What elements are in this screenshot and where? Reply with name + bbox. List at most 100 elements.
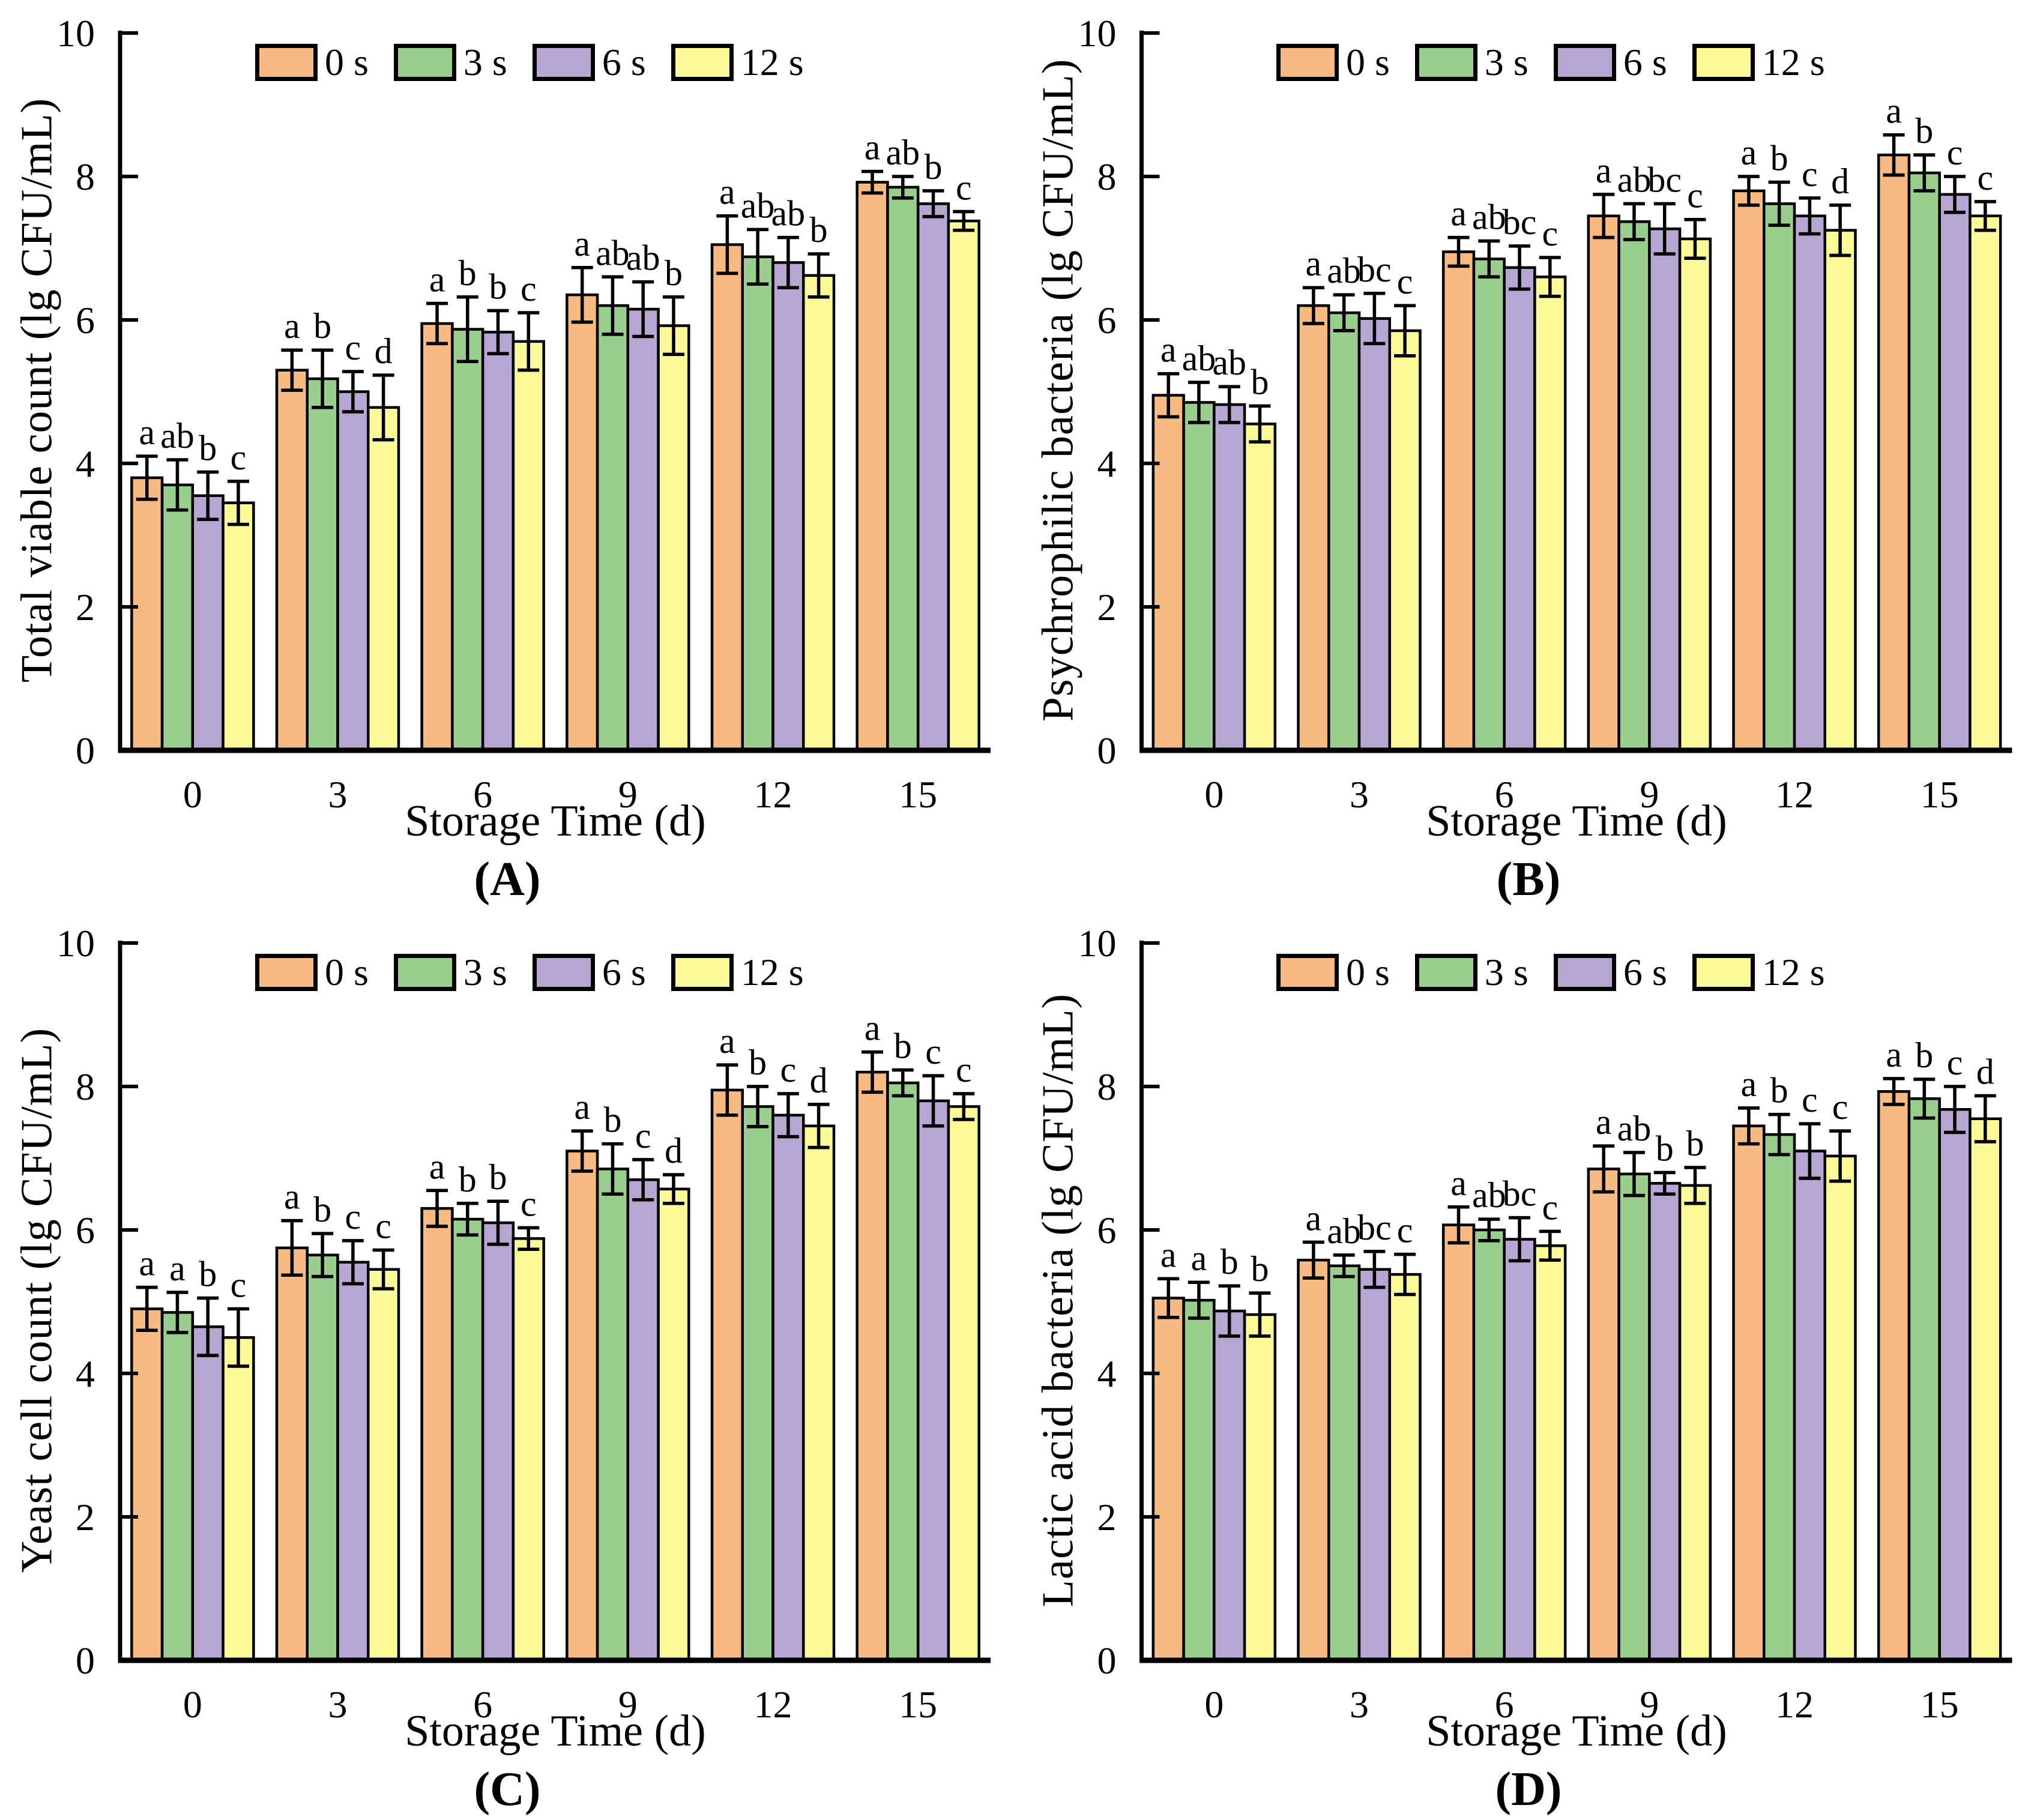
x-tick-label: 0 xyxy=(1204,1683,1224,1726)
significance-letter: a xyxy=(1450,1163,1467,1203)
significance-letter: c xyxy=(1542,1187,1558,1227)
legend: 0 s 3 s 6 s 12 s xyxy=(255,43,804,82)
legend-item-6s: 6 s xyxy=(532,43,646,82)
bar-6s-day15 xyxy=(916,1099,950,1662)
significance-letter: b xyxy=(894,1026,912,1066)
significance-letter: a xyxy=(1596,151,1612,190)
significance-letter: bc xyxy=(1503,202,1537,242)
significance-letter: a xyxy=(429,260,445,300)
significance-letter: c xyxy=(345,1197,361,1237)
legend-label: 6 s xyxy=(1623,951,1667,993)
legend-label: 3 s xyxy=(463,41,507,83)
legend-item-6s: 6 s xyxy=(1553,951,1667,993)
bar-0s-day12 xyxy=(710,243,744,752)
panel-d: a a b b a ab bc c a ab bc c a ab b b a b c c a b c d 0 2 4 6 8 10 0 3 6 9… xyxy=(1021,910,2043,1820)
significance-letter: a xyxy=(1160,1235,1177,1274)
bar-0s-day12 xyxy=(1732,1124,1766,1662)
significance-letter: ab xyxy=(1327,251,1361,291)
significance-letter: ab xyxy=(1182,339,1216,378)
y-tick-label: 2 xyxy=(1097,586,1117,628)
legend-label: 3 s xyxy=(1484,41,1528,83)
bar-3s-day9 xyxy=(1617,220,1651,752)
x-tick-label: 12 xyxy=(754,773,792,816)
legend-label: 0 s xyxy=(1346,951,1390,993)
bar-6s-day15 xyxy=(916,202,950,752)
significance-letter: c xyxy=(1802,1080,1818,1119)
significance-letter: d xyxy=(810,1061,828,1100)
bar-3s-day12 xyxy=(1763,202,1796,752)
legend-item-3s: 3 s xyxy=(1414,953,1528,992)
legend-swatch xyxy=(1276,954,1339,991)
y-axis-title: Lactic acid bacteria (lg CFU/mL) xyxy=(1033,993,1083,1608)
legend-swatch xyxy=(255,954,318,991)
bar-12s-day6 xyxy=(512,1237,545,1662)
legend-label: 0 s xyxy=(1346,41,1390,83)
x-tick-label: 6 xyxy=(1495,773,1514,816)
significance-letter: a xyxy=(1741,1064,1757,1104)
bar-3s-day0 xyxy=(160,483,195,752)
legend-swatch xyxy=(393,954,456,991)
significance-letter: c xyxy=(521,1184,537,1223)
significance-letter: a xyxy=(719,172,735,212)
y-tick-label: 6 xyxy=(1097,299,1117,342)
significance-letter: bc xyxy=(1503,1174,1537,1214)
significance-letter: ab xyxy=(741,185,775,225)
significance-letter: bc xyxy=(1357,250,1392,289)
significance-letter: b xyxy=(1915,111,1933,151)
bar-6s-day0 xyxy=(1213,1309,1246,1662)
x-tick-label: 3 xyxy=(328,1683,348,1726)
y-axis-title: Psychrophilic bacteria (lg CFU/mL) xyxy=(1033,58,1083,722)
significance-letter: a xyxy=(429,1147,445,1186)
significance-letter: ab xyxy=(160,416,195,456)
x-tick-label: 9 xyxy=(1640,1683,1659,1726)
significance-letter: c xyxy=(1397,1211,1413,1250)
y-tick-label: 8 xyxy=(76,155,95,198)
bar-12s-day6 xyxy=(512,340,545,752)
significance-letter: ab xyxy=(1327,1211,1361,1251)
significance-letter: c xyxy=(780,1050,797,1089)
significance-letter: b xyxy=(199,428,217,468)
bar-3s-day9 xyxy=(1617,1172,1651,1662)
x-tick-label: 9 xyxy=(618,773,638,816)
significance-letter: c xyxy=(231,438,247,477)
legend-label: 6 s xyxy=(602,951,646,993)
bar-6s-day12 xyxy=(771,1113,805,1662)
x-axis-title: Storage Time (d) xyxy=(1426,797,1727,846)
legend-label: 6 s xyxy=(1623,41,1667,83)
significance-letter: a xyxy=(1886,91,1902,131)
legend-item-3s: 3 s xyxy=(393,953,507,992)
bar-0s-day15 xyxy=(1877,153,1911,752)
bar-0s-day3 xyxy=(1297,304,1330,752)
significance-letter: b xyxy=(313,306,331,346)
bar-0s-day15 xyxy=(856,1070,889,1662)
significance-letter: a xyxy=(1191,1238,1207,1278)
bar-0s-day9 xyxy=(1587,214,1620,752)
legend: 0 s 3 s 6 s 12 s xyxy=(1276,953,1825,992)
significance-letter: a xyxy=(1306,244,1322,283)
significance-letter: c xyxy=(231,1265,247,1304)
bar-6s-day12 xyxy=(1793,214,1826,752)
bar-12s-day3 xyxy=(1388,329,1422,752)
bar-12s-day12 xyxy=(802,274,836,752)
bar-6s-day15 xyxy=(1938,193,1972,752)
legend-item-12s: 12 s xyxy=(1692,43,1825,82)
significance-letter: ab xyxy=(886,133,920,172)
bar-3s-day6 xyxy=(451,328,484,752)
bar-6s-day9 xyxy=(1648,227,1682,752)
x-tick-label: 0 xyxy=(183,1683,202,1726)
legend-swatch xyxy=(532,954,595,991)
significance-letter: b xyxy=(1221,1242,1239,1282)
bar-0s-day0 xyxy=(1151,1297,1185,1662)
y-tick-label: 4 xyxy=(1097,442,1117,485)
x-tick-label: 0 xyxy=(1204,773,1224,816)
significance-letter: ab xyxy=(596,233,630,273)
significance-letter: b xyxy=(810,210,828,250)
significance-letter: c xyxy=(345,328,361,367)
bar-6s-day6 xyxy=(481,331,515,752)
bar-0s-day12 xyxy=(1732,189,1766,752)
x-axis-title: Storage Time (d) xyxy=(405,797,706,846)
bar-12s-day15 xyxy=(1969,214,2002,752)
legend-swatch xyxy=(1553,954,1616,991)
significance-letter: ab xyxy=(1472,197,1506,237)
